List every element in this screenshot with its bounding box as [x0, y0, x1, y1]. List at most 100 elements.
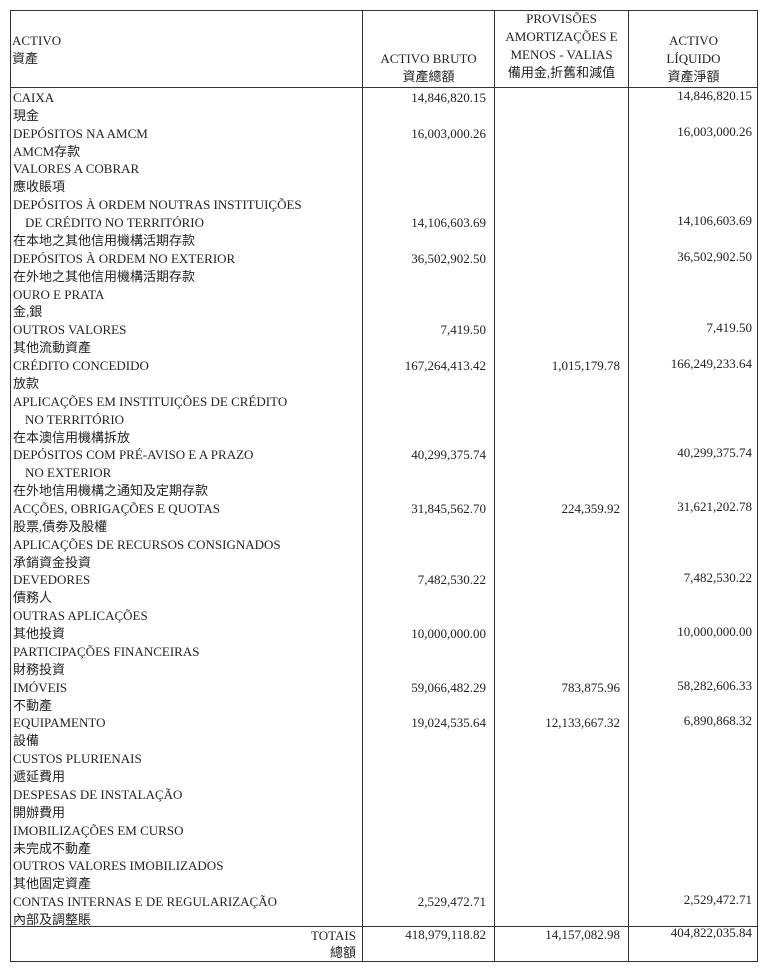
row-label-pt: NO TERRITÓRIO: [25, 411, 125, 427]
row-label-pt: NO EXTERIOR: [25, 465, 112, 481]
row-label-pt: VALORES A COBRAR: [13, 161, 140, 177]
row-label-zh: 債務人: [13, 590, 53, 606]
header-text: LÍQUIDO: [666, 51, 721, 66]
row-label-zh: 其他投資: [13, 626, 66, 642]
row-label-zh: 在本地之其他信用機構活期存款: [13, 232, 196, 248]
row-label-zh: 其他固定資產: [13, 876, 92, 892]
header-text: ACTIVO BRUTO: [380, 51, 477, 66]
row-value-liquido: 166,249,233.64: [670, 356, 752, 372]
row-value-liquido: 14,846,820.15: [677, 88, 752, 103]
row-value-bruto: 16,003,000.26: [411, 125, 486, 141]
row-value-liquido: 40,299,375.74: [677, 445, 752, 461]
row-label-pt: DESPESAS DE INSTALAÇÃO: [13, 786, 183, 802]
column-divider: [494, 10, 495, 962]
row-value-bruto: 19,024,535.64: [411, 715, 486, 731]
header-text: ACTIVO: [12, 33, 62, 48]
row-value-bruto: 10,000,000.00: [411, 626, 486, 642]
row-label-zh: 財務投資: [13, 661, 66, 677]
totals-label-pt: TOTAIS: [311, 928, 356, 943]
row-value-bruto: 7,419.50: [440, 322, 487, 338]
column-divider: [628, 10, 629, 962]
row-label-zh: 承銷資金投資: [13, 554, 92, 570]
row-label-pt: CAIXA: [13, 90, 55, 105]
row-value-provisoes: 783,875.96: [561, 679, 621, 695]
row-value-bruto: 31,845,562.70: [411, 501, 486, 516]
row-value-provisoes: 12,133,667.32: [545, 715, 620, 731]
row-value-liquido: 7,482,530.22: [683, 570, 752, 586]
row-value-liquido: 10,000,000.00: [677, 624, 752, 640]
header-text: 資產: [12, 51, 39, 66]
row-value-liquido: 7,419.50: [706, 320, 753, 336]
row-label-zh: 金,銀: [13, 304, 43, 320]
row-label-pt: OUTROS VALORES IMOBILIZADOS: [13, 858, 224, 874]
header-provisoes: PROVISÕES AMORTIZAÇÕES E MENOS - VALIAS …: [495, 10, 628, 82]
row-label-pt: DEPÓSITOS COM PRÉ-AVISO E A PRAZO: [13, 447, 254, 463]
row-value-liquido: 58,282,606.33: [677, 677, 752, 693]
row-value-provisoes: 1,015,179.78: [551, 358, 620, 374]
header-text: PROVISÕES: [526, 11, 597, 26]
row-label-pt: OURO E PRATA: [13, 286, 105, 302]
row-label-zh: 在外地信用機構之通知及定期存款: [13, 483, 209, 499]
row-label-zh: 放款: [13, 375, 40, 391]
header-text: MENOS - VALIAS: [510, 47, 613, 62]
column-divider: [362, 10, 363, 962]
row-value-liquido: 6,890,868.32: [683, 713, 752, 729]
row-label-zh: 內部及調整賬: [13, 912, 92, 928]
row-label-zh: 現金: [13, 107, 40, 123]
row-label-pt: OUTRAS APLICAÇÕES: [13, 608, 148, 624]
row-label-pt: CRÉDITO CONCEDIDO: [13, 358, 149, 374]
row-label-pt: PARTICIPAÇÕES FINANCEIRAS: [13, 643, 200, 659]
row-label-zh: 不動產: [13, 697, 53, 713]
row-value-bruto: 2,529,472.71: [417, 894, 486, 910]
row-value-bruto: 167,264,413.42: [404, 358, 486, 374]
row-label-pt: CONTAS INTERNAS E DE REGULARIZAÇÃO: [13, 894, 278, 910]
header-activo-liquido: ACTIVO LÍQUIDO 資產淨額: [629, 32, 758, 86]
row-label-pt: DEPÓSITOS À ORDEM NO EXTERIOR: [13, 250, 236, 266]
header-activo: ACTIVO 資產: [12, 32, 61, 68]
row-label-pt: IMOBILIZAÇÕES EM CURSO: [13, 822, 184, 838]
row-value-liquido: 16,003,000.26: [677, 123, 752, 139]
row-label-pt: APLICAÇÕES DE RECURSOS CONSIGNADOS: [13, 536, 281, 552]
row-value-bruto: 36,502,902.50: [411, 250, 486, 266]
row-label-zh: 設備: [13, 733, 40, 749]
header-text: 資產淨額: [667, 69, 720, 84]
header-divider: [10, 87, 758, 88]
row-label-pt: APLICAÇÕES EM INSTITUIÇÕES DE CRÉDITO: [13, 393, 288, 409]
row-value-bruto: 14,106,603.69: [411, 215, 486, 231]
row-label-zh: 開辦費用: [13, 804, 66, 820]
row-value-liquido: 14,106,603.69: [677, 213, 752, 229]
row-label-zh: 股票,債劵及股權: [13, 518, 108, 534]
totals-provisoes: 14,157,082.98: [545, 927, 620, 942]
row-label-zh: 應收賬項: [13, 179, 66, 195]
totals-divider: [10, 926, 758, 927]
row-label-pt: ACÇÕES, OBRIGAÇÕES E QUOTAS: [13, 501, 220, 516]
row-label-pt: IMÓVEIS: [13, 679, 68, 695]
totals-bruto: 418,979,118.82: [405, 927, 486, 942]
header-text: 備用金,折舊和減值: [507, 65, 616, 80]
row-value-bruto: 14,846,820.15: [411, 90, 486, 105]
totals-label-zh: 總額: [329, 945, 356, 960]
header-text: ACTIVO: [668, 33, 719, 48]
row-label-zh: 在本澳信用機構拆放: [13, 429, 131, 445]
header-text: 資產總額: [402, 69, 455, 84]
row-label-pt: DEPÓSITOS NA AMCM: [13, 125, 148, 141]
row-label-pt: DEVEDORES: [13, 572, 91, 588]
row-value-liquido: 2,529,472.71: [683, 892, 752, 908]
header-text: AMORTIZAÇÕES E: [505, 29, 618, 44]
table-frame: [10, 10, 758, 962]
row-value-liquido: 36,502,902.50: [677, 248, 752, 264]
row-label-zh: 在外地之其他信用機構活期存款: [13, 268, 196, 284]
row-label-pt: EQUIPAMENTO: [13, 715, 106, 731]
row-label-pt: CUSTOS PLURIENAIS: [13, 751, 142, 767]
header-activo-bruto: ACTIVO BRUTO 資產總額: [363, 50, 494, 86]
row-value-bruto: 40,299,375.74: [411, 447, 486, 463]
row-label-zh: 其他流動資產: [13, 340, 92, 356]
row-value-provisoes: 224,359.92: [561, 501, 621, 516]
totals-liquido: 404,822,035.84: [670, 925, 752, 940]
row-label-zh: AMCM存款: [13, 143, 81, 159]
row-label-pt: OUTROS VALORES: [13, 322, 127, 338]
row-label-zh: 未完成不動產: [13, 840, 92, 856]
row-value-bruto: 7,482,530.22: [417, 572, 486, 588]
row-label-pt: DE CRÉDITO NO TERRITÓRIO: [25, 215, 204, 231]
row-value-liquido: 31,621,202.78: [677, 499, 752, 514]
